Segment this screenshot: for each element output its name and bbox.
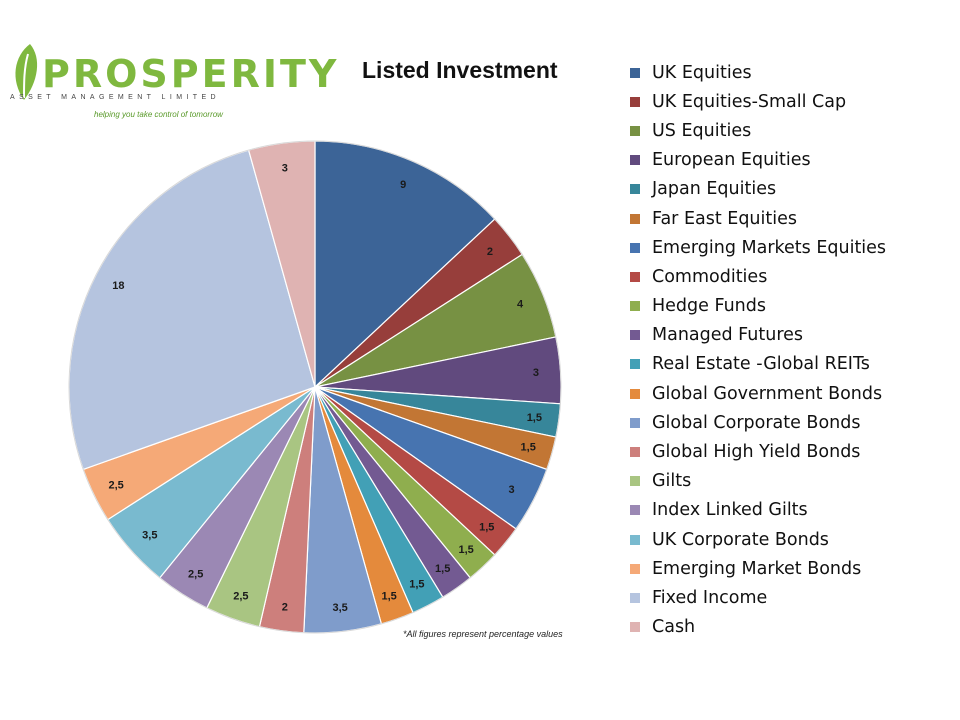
legend-item-fixed-income: Fixed Income — [630, 583, 886, 612]
legend-item-cash: Cash — [630, 613, 886, 642]
slice-label-european-equities: 3 — [533, 367, 539, 379]
legend-item-global-corporate-bonds: Global Corporate Bonds — [630, 408, 886, 437]
legend-item-us-equities: US Equities — [630, 116, 886, 145]
legend-label: Far East Equities — [652, 208, 797, 229]
legend-item-european-equities: European Equities — [630, 146, 886, 175]
legend-swatch — [630, 330, 640, 341]
legend-item-commodities: Commodities — [630, 262, 886, 291]
legend-label: Emerging Market Bonds — [652, 558, 862, 579]
legend-swatch — [630, 417, 640, 428]
legend-swatch — [630, 184, 640, 195]
legend-label: European Equities — [652, 150, 811, 171]
slice-label-uk-equities-small-cap: 2 — [487, 246, 493, 258]
legend-item-global-government-bonds: Global Government Bonds — [630, 379, 886, 408]
legend-swatch — [630, 534, 640, 545]
slice-label-global-high-yield-bonds: 2 — [282, 601, 288, 613]
legend-swatch — [630, 447, 640, 458]
logo-wordmark: PROSPERITY — [42, 52, 340, 96]
leaf-icon — [15, 44, 38, 100]
legend-label: Global Corporate Bonds — [652, 412, 861, 433]
slice-label-far-east-equities: 1,5 — [521, 442, 536, 454]
slice-label-hedge-funds: 1,5 — [458, 544, 473, 556]
legend-item-index-linked-gilts: Index Linked Gilts — [630, 496, 886, 525]
legend-swatch — [630, 476, 640, 487]
slice-label-uk-equities: 9 — [400, 179, 406, 191]
legend-label: Commodities — [652, 266, 768, 287]
legend-swatch — [630, 67, 640, 78]
legend-label: US Equities — [652, 120, 752, 141]
slice-label-us-equities: 4 — [517, 298, 524, 310]
legend-label: UK Equities-Small Cap — [652, 91, 847, 112]
chart-title: Listed Investment — [362, 57, 558, 83]
legend-item-global-high-yield-bonds: Global High Yield Bonds — [630, 437, 886, 466]
legend-swatch — [630, 96, 640, 107]
legend-swatch — [630, 242, 640, 253]
legend-item-emerging-markets-equities: Emerging Markets Equities — [630, 233, 886, 262]
legend-label: Real Estate -Global REITs — [652, 354, 870, 375]
slice-label-emerging-market-bonds: 2,5 — [109, 479, 124, 491]
legend-item-uk-equities-small-cap: UK Equities-Small Cap — [630, 87, 886, 116]
legend-label: Gilts — [652, 471, 692, 492]
legend-item-real-estate-global-reits: Real Estate -Global REITs — [630, 350, 886, 379]
slice-label-real-estate-global-reits: 1,5 — [409, 579, 424, 591]
legend-label: Hedge Funds — [652, 296, 766, 317]
legend-item-far-east-equities: Far East Equities — [630, 204, 886, 233]
legend-item-managed-futures: Managed Futures — [630, 321, 886, 350]
slice-label-managed-futures: 1,5 — [435, 563, 450, 575]
slice-label-index-linked-gilts: 2,5 — [188, 569, 203, 581]
legend-label: Global High Yield Bonds — [652, 442, 861, 463]
legend-item-japan-equities: Japan Equities — [630, 175, 886, 204]
slice-label-cash: 3 — [282, 163, 288, 175]
legend-swatch — [630, 271, 640, 282]
legend-item-hedge-funds: Hedge Funds — [630, 292, 886, 321]
legend-swatch — [630, 125, 640, 136]
legend-item-uk-corporate-bonds: UK Corporate Bonds — [630, 525, 886, 554]
legend-label: Index Linked Gilts — [652, 500, 808, 521]
legend-label: Emerging Markets Equities — [652, 237, 887, 258]
legend-item-emerging-market-bonds: Emerging Market Bonds — [630, 554, 886, 583]
prosperity-logo: PROSPERITY ASSET MANAGEMENT LIMITED help… — [8, 38, 336, 128]
legend-label: Japan Equities — [652, 179, 777, 200]
legend-label: UK Equities — [652, 62, 752, 83]
slice-label-emerging-markets-equities: 3 — [509, 484, 515, 496]
legend-swatch — [630, 213, 640, 224]
legend-label: UK Corporate Bonds — [652, 529, 829, 550]
legend-swatch — [630, 301, 640, 312]
footnote: *All figures represent percentage values — [403, 629, 563, 639]
chart-legend: UK Equities UK Equities-Small Cap US Equit… — [630, 58, 886, 642]
logo-subtitle: ASSET MANAGEMENT LIMITED — [10, 94, 220, 101]
slice-label-global-government-bonds: 1,5 — [381, 591, 396, 603]
slice-label-fixed-income: 18 — [112, 280, 124, 292]
slice-label-gilts: 2,5 — [233, 591, 248, 603]
legend-swatch — [630, 622, 640, 633]
legend-label: Global Government Bonds — [652, 383, 883, 404]
legend-swatch — [630, 155, 640, 166]
legend-swatch — [630, 563, 640, 574]
slice-label-uk-corporate-bonds: 3,5 — [142, 529, 157, 541]
legend-swatch — [630, 388, 640, 399]
legend-label: Fixed Income — [652, 587, 768, 608]
legend-item-uk-equities: UK Equities — [630, 58, 886, 87]
pie-outline — [68, 140, 562, 634]
legend-item-gilts: Gilts — [630, 467, 886, 496]
slice-label-commodities: 1,5 — [479, 522, 494, 534]
legend-swatch — [630, 359, 640, 370]
slice-label-global-corporate-bonds: 3,5 — [332, 602, 347, 614]
legend-label: Managed Futures — [652, 325, 804, 346]
legend-label: Cash — [652, 617, 696, 638]
logo-tagline: helping you take control of tomorrow — [94, 110, 223, 119]
legend-swatch — [630, 592, 640, 603]
legend-swatch — [630, 505, 640, 516]
slice-label-japan-equities: 1,5 — [527, 412, 542, 424]
